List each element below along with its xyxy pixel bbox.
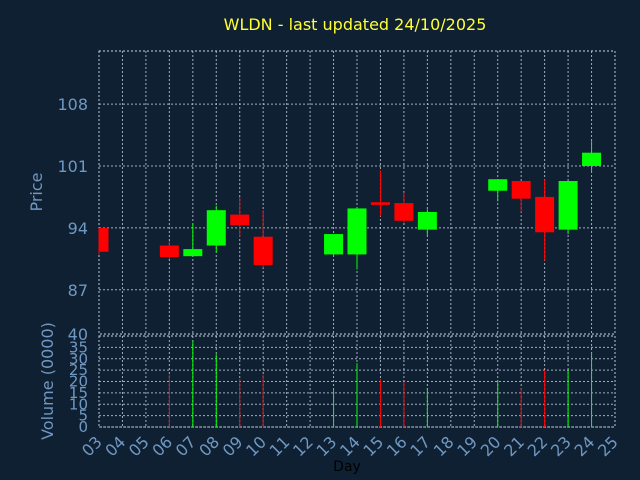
price-tick-labels: 87 94 101 108 40 — [57, 95, 88, 344]
volume-tick-label: 15 — [69, 384, 88, 402]
price-tick-label: 101 — [57, 157, 88, 176]
candle-body — [558, 181, 578, 230]
volume-tick-label: 0 — [78, 418, 88, 436]
price-tick-label: 94 — [68, 219, 88, 238]
candle-body — [370, 202, 390, 205]
candle-body — [582, 152, 602, 166]
candle-body — [535, 196, 555, 233]
candle-body — [511, 181, 531, 199]
volume-tick-label: 10 — [69, 395, 88, 413]
volume-bars-layer — [168, 340, 593, 427]
volume-tick-label: 30 — [69, 350, 88, 368]
volume-tick-label: 20 — [69, 373, 88, 391]
volume-tick-label: 35 — [69, 338, 88, 356]
chart-title: WLDN - last updated 24/10/2025 — [224, 15, 487, 34]
candles-layer — [98, 141, 602, 270]
price-tick-label: 108 — [57, 95, 88, 114]
x-tick-label: 25 — [594, 432, 622, 460]
candle-body — [253, 236, 273, 266]
candle-body — [206, 210, 226, 246]
price-tick-label: 87 — [68, 281, 88, 300]
candle-body — [324, 234, 344, 255]
candle-body — [159, 245, 179, 258]
volume-tick-label: 25 — [69, 361, 88, 379]
candle-body — [417, 211, 437, 230]
x-axis-label: Day — [333, 459, 361, 475]
volume-tick-label: 40 — [68, 325, 88, 344]
candle-body — [394, 203, 414, 221]
volume-tick-label: 5 — [78, 407, 88, 425]
candle-body — [488, 179, 508, 191]
volume-axis-label: Volume (0000) — [38, 322, 57, 440]
candle-body — [99, 227, 109, 252]
candle-body — [347, 208, 367, 255]
candle-body — [230, 214, 250, 226]
price-gridlines — [98, 50, 616, 335]
x-tick-labels: 0304050607080910111213141516171819202122… — [78, 432, 622, 460]
price-axis-label: Price — [27, 172, 46, 211]
candle-body — [183, 249, 203, 257]
